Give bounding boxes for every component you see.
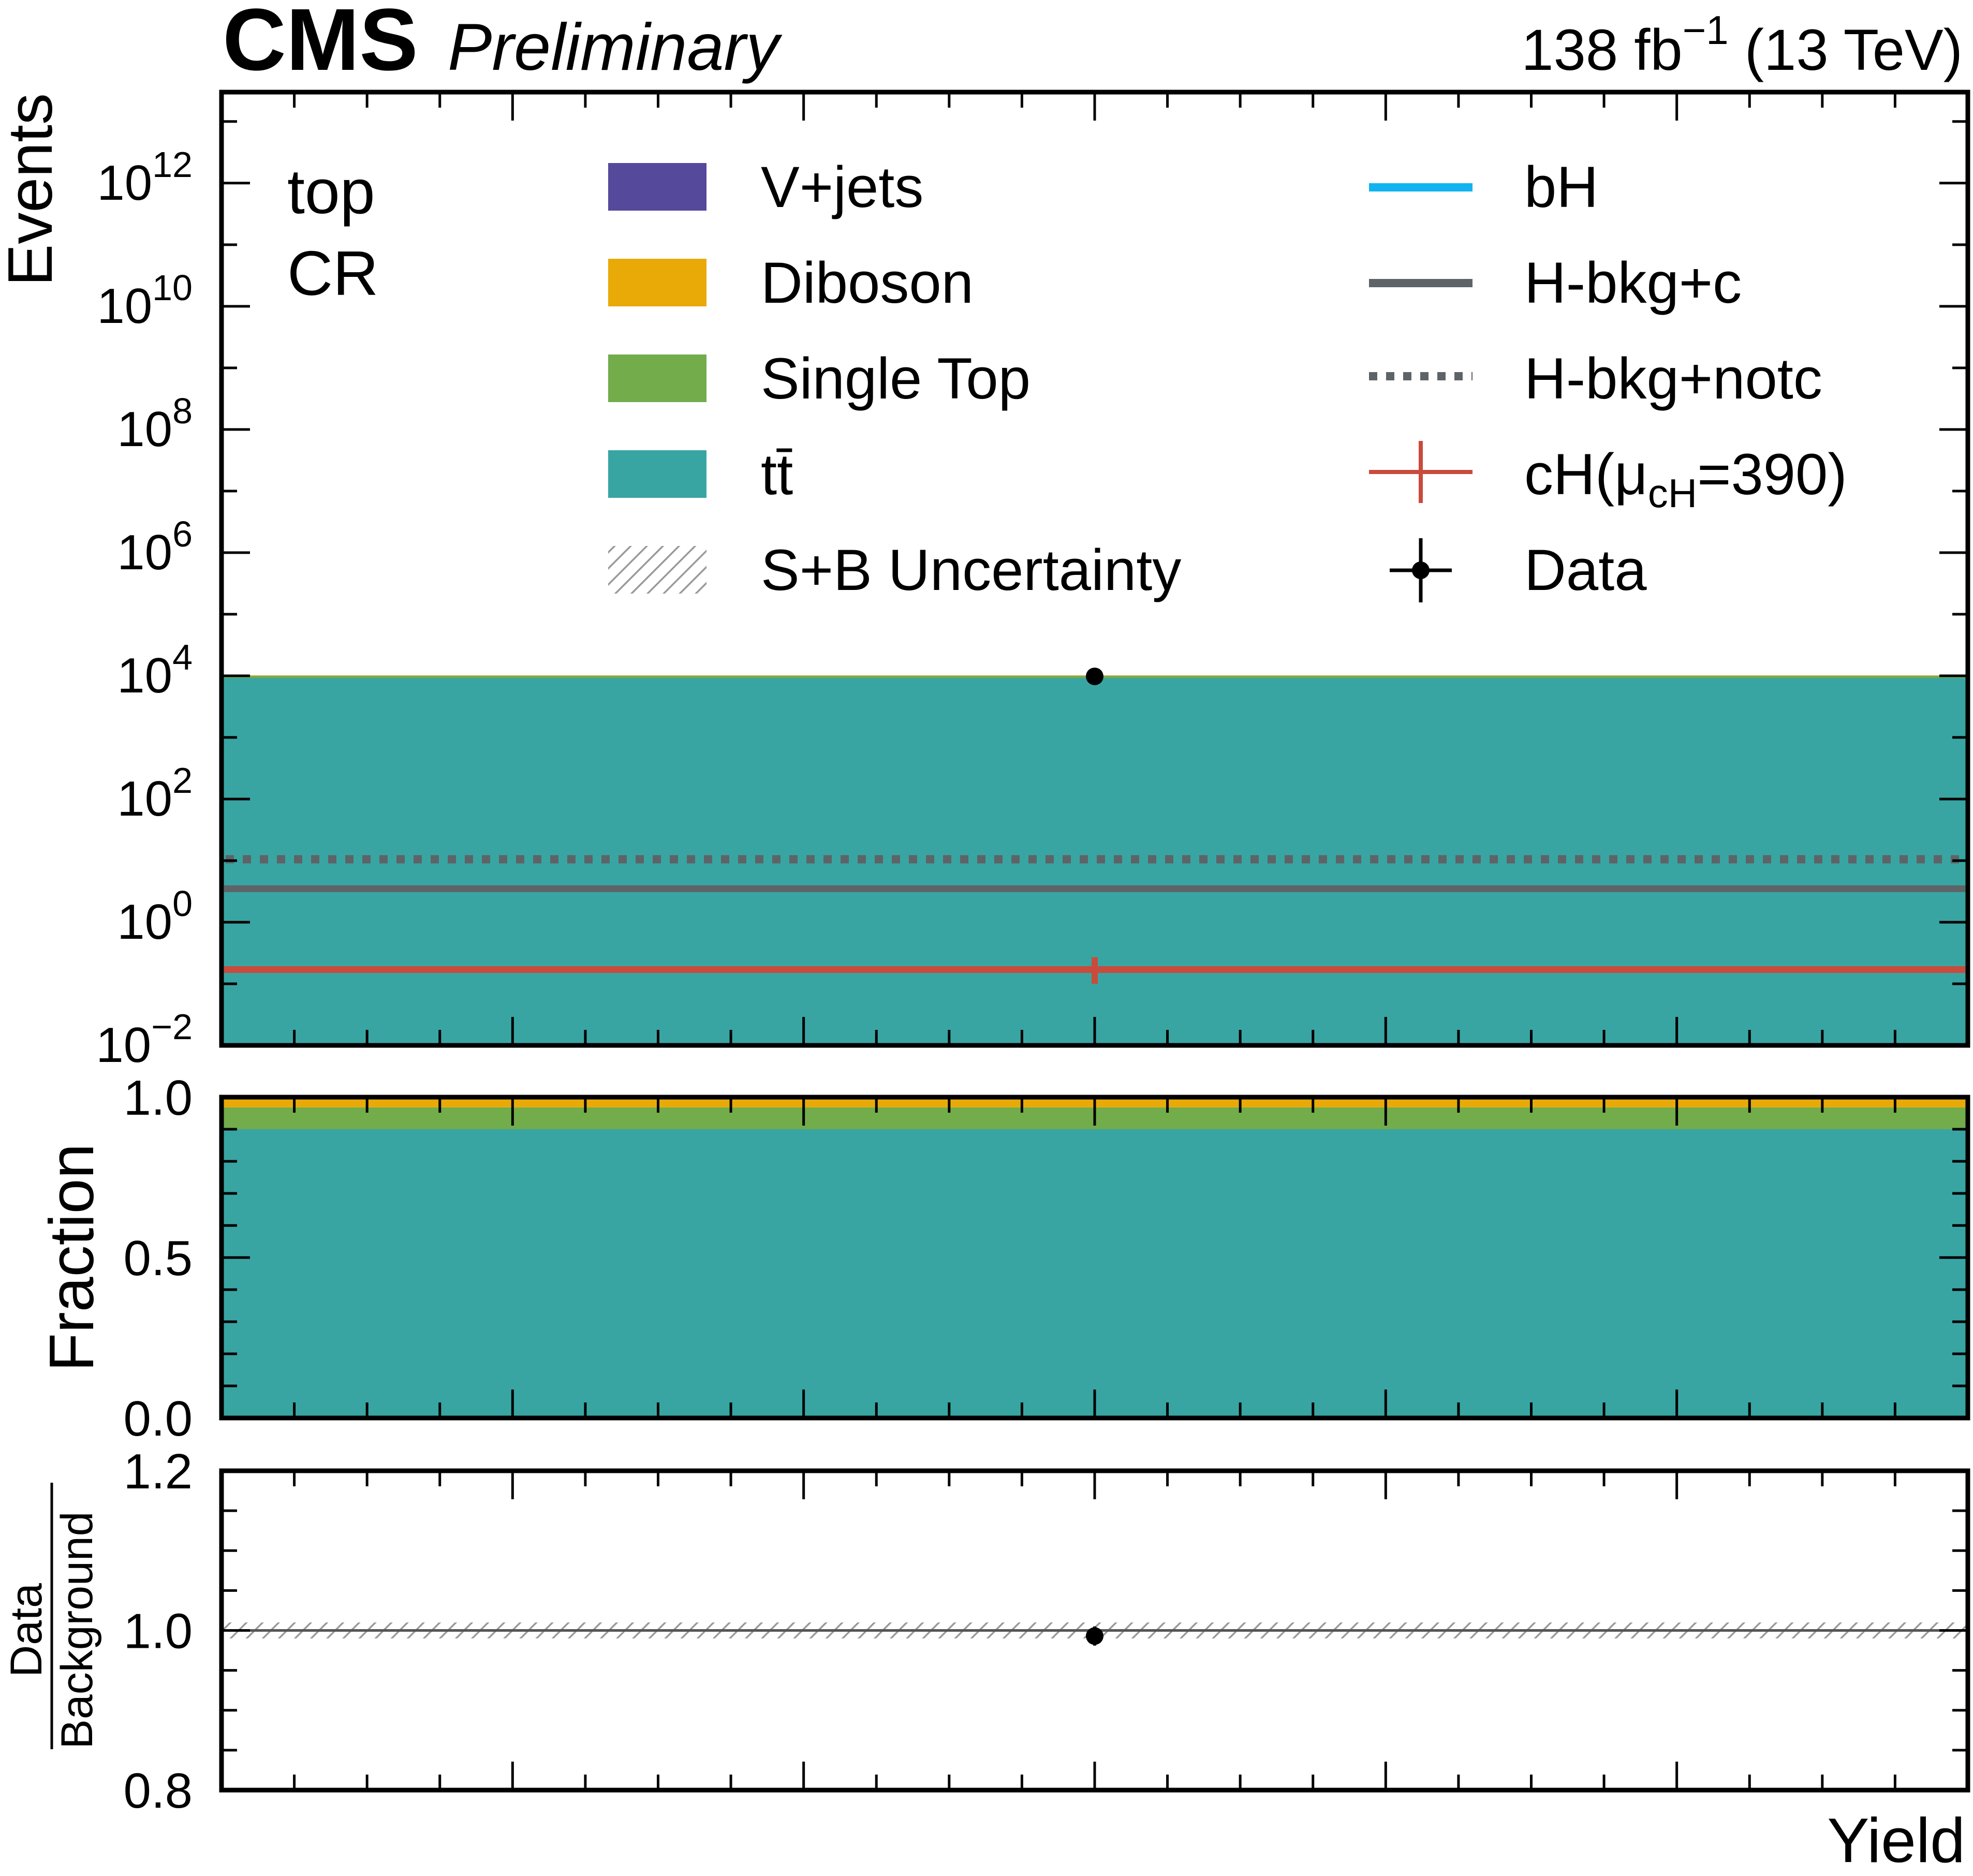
ratio-data-point <box>1086 1627 1103 1645</box>
y-axis-label-events: Events <box>0 93 65 286</box>
y-tick-label-ratio: 0.8 <box>124 1763 193 1819</box>
y-tick-label-ratio: 1.0 <box>124 1604 193 1659</box>
lumi-label: 138 fb−1 (13 TeV) <box>1521 7 1963 82</box>
legend-swatch-unc <box>608 546 706 594</box>
legend-label-singletop: Single Top <box>761 346 1030 411</box>
y-tick-label-main: 1010 <box>97 268 193 334</box>
legend-label-data: Data <box>1524 538 1647 602</box>
legend-label-diboson: Diboson <box>761 250 974 315</box>
region-label-line1: top <box>287 156 375 227</box>
legend-swatch-singletop <box>608 354 706 402</box>
fraction-frame <box>219 1095 1970 1421</box>
legend: V+jets Diboson Single Top tt̄ S+B Uncert… <box>608 155 1847 602</box>
y-tick-label-main: 1012 <box>97 144 193 211</box>
x-axis-label: Yield <box>1827 1805 1965 1875</box>
legend-swatch-ttbar <box>608 450 706 498</box>
legend-marker-data <box>1412 562 1430 579</box>
y-axis-label-ratio-denominator: Background <box>52 1512 102 1749</box>
y-tick-label-ratio: 1.2 <box>124 1444 193 1499</box>
region-label-line2: CR <box>287 238 378 308</box>
stack-bar-ttbar <box>222 678 1968 1045</box>
y-tick-label-main: 10−2 <box>96 1007 193 1073</box>
legend-label-vjets: V+jets <box>761 155 923 219</box>
legend-label-bh: bH <box>1524 155 1598 219</box>
fraction-bar-ttbar <box>222 1129 1968 1418</box>
y-tick-label-fraction: 0.5 <box>124 1231 193 1286</box>
y-axis-label-fraction: Fraction <box>36 1144 107 1372</box>
status-label: Preliminary <box>448 10 783 84</box>
y-tick-label-fraction: 1.0 <box>124 1070 193 1126</box>
experiment-label: CMS <box>223 0 418 89</box>
y-tick-label-main: 108 <box>117 391 193 457</box>
legend-label-ch: cH(μcH=390) <box>1524 442 1847 516</box>
legend-swatch-vjets <box>608 163 706 211</box>
y-tick-label-main: 104 <box>117 637 193 703</box>
y-tick-label-fraction: 0.0 <box>124 1391 193 1446</box>
ratio-panel: 0.8 1.0 1.2 Data Background Yield <box>2 1444 1970 1875</box>
legend-label-hbkg-notc: H-bkg+notc <box>1524 346 1822 411</box>
legend-swatch-diboson <box>608 259 706 306</box>
y-axis-label-ratio-numerator: Data <box>2 1583 51 1677</box>
y-tick-label-main: 100 <box>117 883 193 950</box>
legend-label-unc: S+B Uncertainty <box>761 538 1181 602</box>
y-tick-label-main: 106 <box>117 514 193 580</box>
ratio-frame <box>219 1468 1970 1793</box>
main-panel: 10−2 100 102 104 106 108 1010 1012 Events top C… <box>0 90 1970 1073</box>
legend-label-ttbar: tt̄ <box>761 442 793 507</box>
fraction-panel: 0.0 0.5 1.0 Fraction <box>36 1070 1970 1446</box>
data-point-main <box>1086 667 1103 685</box>
y-tick-label-main: 102 <box>117 760 193 826</box>
main-frame <box>219 90 1970 1048</box>
legend-label-hbkg-c: H-bkg+c <box>1524 250 1742 315</box>
